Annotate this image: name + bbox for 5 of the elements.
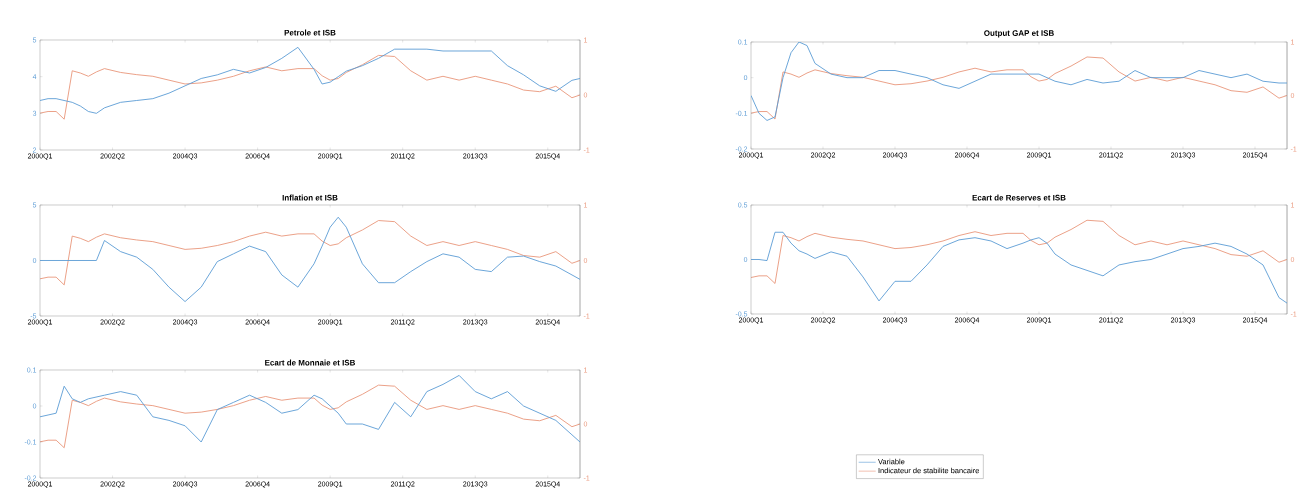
line-series (751, 56, 1288, 120)
line-series (40, 220, 581, 286)
line-series (751, 219, 1288, 284)
line-series (40, 54, 581, 120)
line-series (40, 384, 581, 449)
